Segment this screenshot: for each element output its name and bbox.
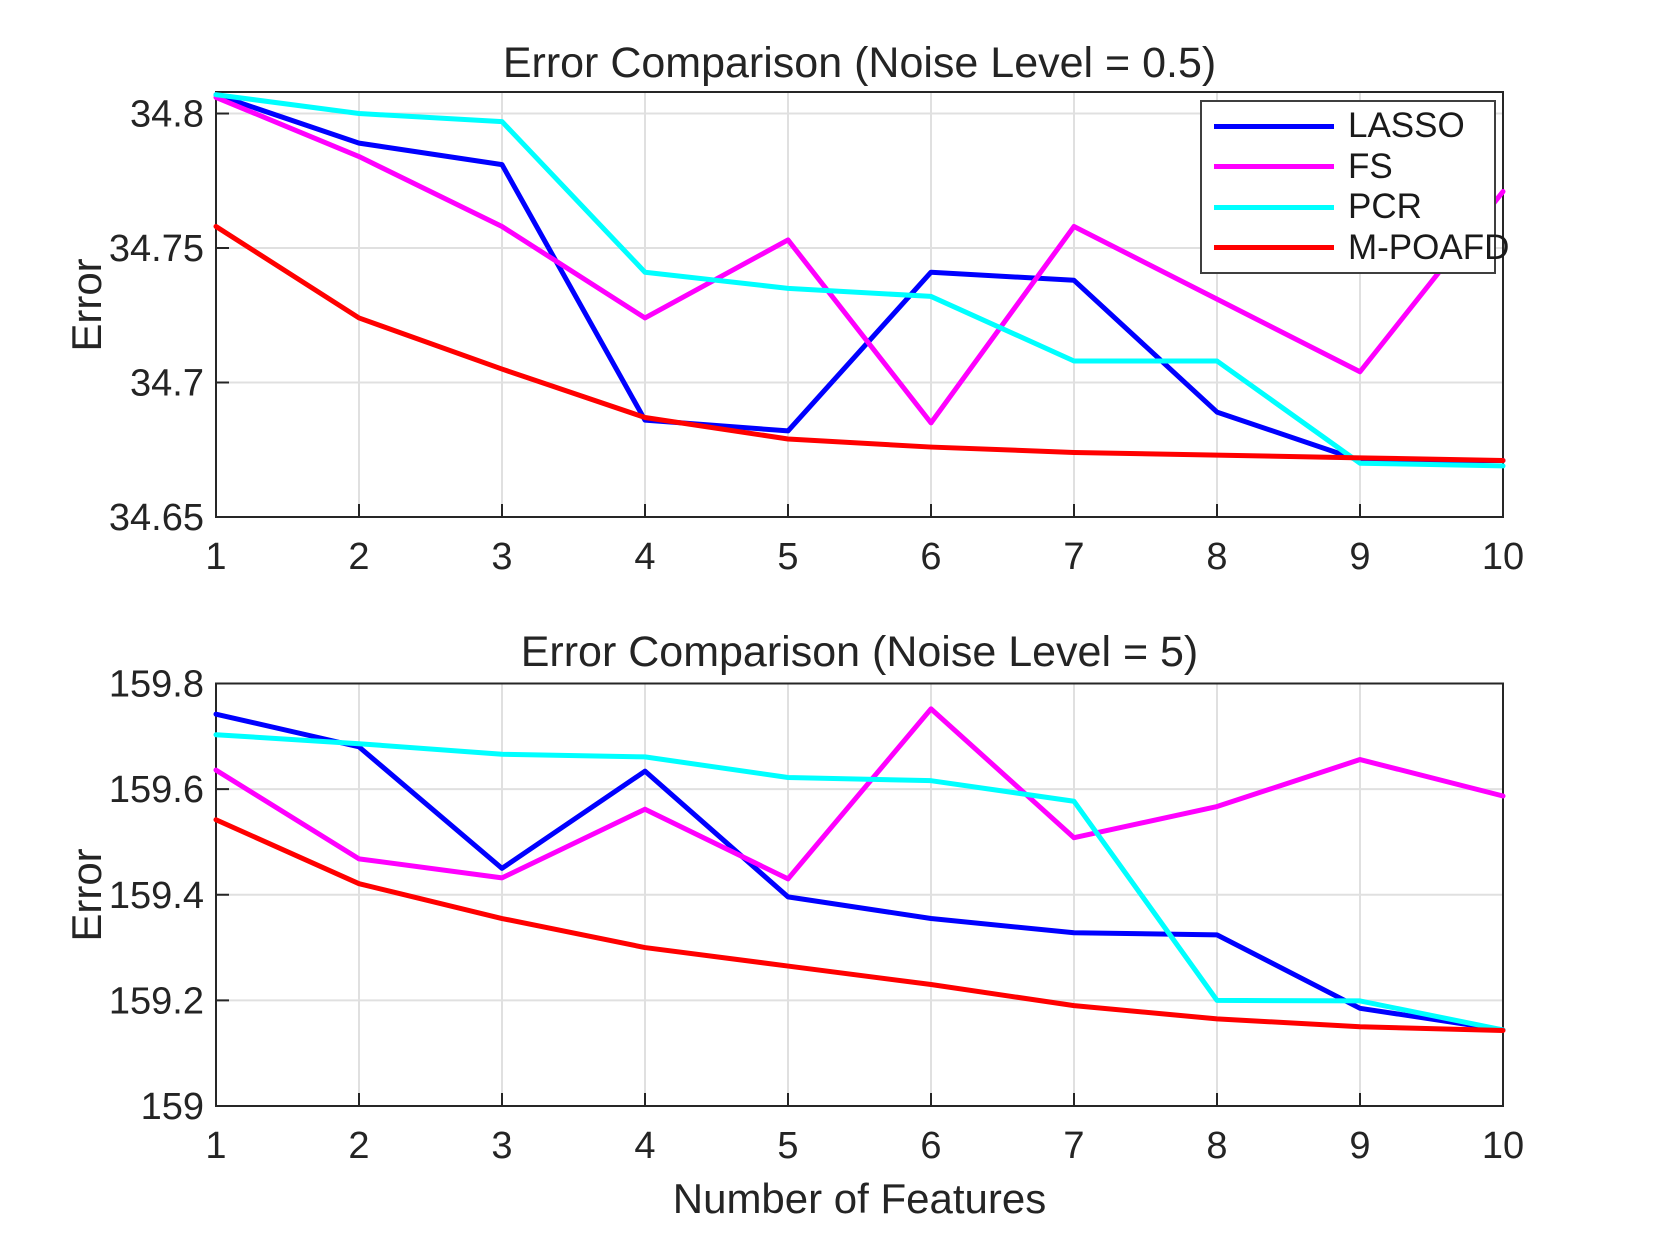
x-tick-label: 5 (777, 536, 798, 578)
legend-line-sample-pcr (1214, 204, 1334, 210)
x-axis-label: Number of Features (672, 1175, 1047, 1222)
legend-item-m-poafd: M-POAFD (1214, 228, 1509, 268)
y-tick-label: 34.75 (109, 228, 204, 270)
y-tick-label: 159.4 (109, 875, 204, 917)
x-tick-label: 4 (634, 1125, 655, 1167)
x-tick-label: 10 (1482, 536, 1524, 578)
series-line-m-poafd (213, 817, 1506, 1033)
series-line-lasso (213, 92, 1506, 464)
y-tick-label: 159.2 (109, 980, 204, 1022)
chart-title-noise-5: Error Comparison (Noise Level = 5) (520, 628, 1199, 676)
y-axis-label-top: Error (63, 258, 110, 352)
axes-box (215, 91, 1504, 518)
legend-line-sample-fs (1214, 164, 1334, 170)
legend-label: PCR (1348, 187, 1422, 227)
series-line-pcr (213, 732, 1506, 1033)
x-tick-label: 2 (348, 536, 369, 578)
chart-title-noise-0-5: Error Comparison (Noise Level = 0.5) (502, 39, 1217, 87)
x-tick-label: 1 (205, 536, 226, 578)
x-tick-label: 6 (920, 536, 941, 578)
y-tick-label: 159 (141, 1086, 204, 1128)
x-tick-label: 10 (1482, 1125, 1524, 1167)
x-tick-label: 5 (777, 1125, 798, 1167)
legend-box: LASSO FS PCR M-POAFD (1200, 100, 1509, 274)
legend-label: FS (1348, 146, 1393, 186)
x-tick-label: 8 (1206, 1125, 1227, 1167)
legend-line-sample-lasso (1214, 123, 1334, 129)
x-tick-label: 2 (348, 1125, 369, 1167)
x-tick-label: 9 (1349, 536, 1370, 578)
series-line-m-poafd (213, 223, 1506, 464)
legend-line-sample-m-poafd (1214, 245, 1334, 251)
x-tick-label: 3 (491, 536, 512, 578)
legend-item-fs: FS (1214, 147, 1494, 187)
y-tick-label: 34.65 (109, 497, 204, 539)
y-tick-label: 34.7 (130, 363, 204, 405)
x-tick-label: 1 (205, 1125, 226, 1167)
x-tick-label: 7 (1063, 1125, 1084, 1167)
legend-item-pcr: PCR (1214, 187, 1494, 227)
y-axis-label-bottom: Error (63, 848, 110, 942)
y-tick-label: 159.8 (109, 664, 204, 706)
series-line-fs (213, 94, 1506, 426)
x-tick-label: 8 (1206, 536, 1227, 578)
legend-label: LASSO (1348, 106, 1465, 146)
x-tick-label: 3 (491, 1125, 512, 1167)
series-line-lasso (213, 711, 1506, 1033)
legend-item-lasso: LASSO (1214, 106, 1494, 146)
x-tick-label: 4 (634, 536, 655, 578)
y-tick-label: 159.6 (109, 769, 204, 811)
series-line-fs (213, 706, 1506, 882)
legend-label: M-POAFD (1348, 227, 1510, 267)
series-line-pcr (213, 92, 1506, 469)
x-tick-label: 7 (1063, 536, 1084, 578)
y-tick-label: 34.8 (130, 94, 204, 136)
x-tick-label: 9 (1349, 1125, 1370, 1167)
x-tick-label: 6 (920, 1125, 941, 1167)
